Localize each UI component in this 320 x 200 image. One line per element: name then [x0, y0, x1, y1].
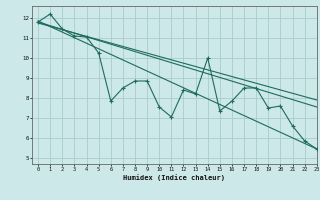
- X-axis label: Humidex (Indice chaleur): Humidex (Indice chaleur): [124, 174, 225, 181]
